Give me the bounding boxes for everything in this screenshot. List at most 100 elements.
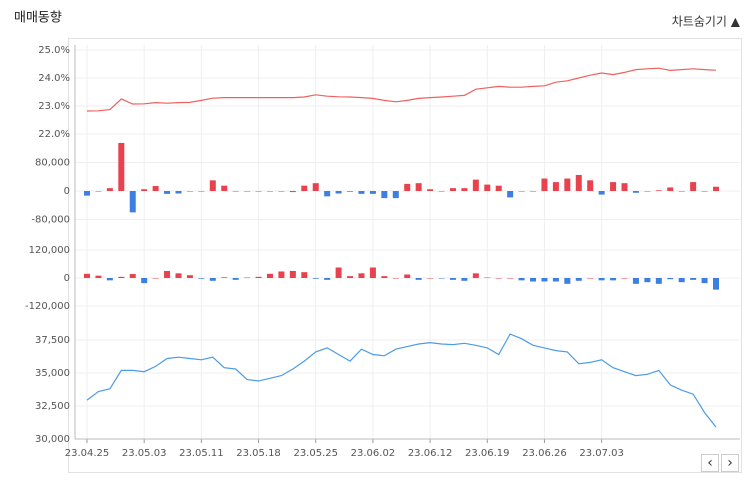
bar — [324, 191, 331, 197]
y-tick-label: 35,000 — [35, 368, 70, 379]
bar — [164, 271, 171, 278]
bar — [701, 191, 708, 192]
bar — [289, 271, 296, 278]
bar — [141, 189, 148, 192]
bar — [301, 185, 308, 192]
line — [86, 67, 717, 112]
bar — [438, 191, 445, 192]
bar — [118, 142, 125, 192]
bar — [552, 278, 559, 282]
bar — [598, 191, 605, 195]
y-tick-label: 23.0% — [38, 101, 70, 112]
bar — [129, 274, 136, 278]
bar — [312, 183, 319, 192]
bar — [369, 191, 376, 194]
bar — [381, 191, 388, 199]
prev-label[interactable]: ‹ — [707, 455, 713, 471]
bar — [632, 191, 639, 193]
bar — [575, 174, 582, 192]
bar — [84, 191, 90, 196]
bar — [289, 191, 296, 193]
bar — [244, 191, 251, 192]
bar — [667, 278, 674, 280]
bar — [507, 191, 514, 198]
bar — [404, 274, 411, 278]
bar — [678, 278, 685, 283]
bar — [392, 278, 399, 279]
toggle-chart[interactable]: 차트숨기기 ▲ — [672, 15, 741, 29]
bar — [198, 191, 205, 192]
x-tick-label: 23.06.19 — [465, 448, 510, 459]
bar — [312, 278, 319, 279]
bar — [404, 183, 411, 192]
bar — [175, 191, 182, 194]
bar — [129, 191, 136, 213]
chart-frame — [68, 38, 742, 473]
bar — [369, 267, 376, 278]
bar — [507, 278, 514, 279]
y-tick-label: 0 — [64, 186, 70, 197]
bar — [335, 267, 342, 278]
bar — [495, 185, 502, 192]
bar — [587, 278, 594, 279]
x-tick-label: 23.07.03 — [579, 448, 624, 459]
bar — [655, 278, 662, 284]
bar — [415, 278, 422, 280]
x-tick-label: 23.05.03 — [122, 448, 167, 459]
bar — [564, 178, 571, 192]
y-tick-label: 80,000 — [35, 158, 70, 169]
bar — [461, 278, 468, 281]
bar — [701, 278, 708, 284]
bar — [381, 276, 388, 278]
x-tick-label: 23.06.12 — [408, 448, 453, 459]
bar — [106, 278, 113, 281]
bar — [713, 186, 719, 192]
bar — [84, 273, 90, 278]
y-tick-label: 0 — [64, 273, 70, 284]
bar — [621, 183, 628, 192]
bar — [209, 180, 216, 192]
bar — [690, 182, 697, 192]
bar — [461, 188, 468, 192]
prev-button[interactable] — [701, 454, 719, 472]
next-label[interactable]: › — [727, 455, 733, 471]
next-button[interactable] — [721, 454, 739, 472]
bar — [209, 278, 216, 281]
bar — [472, 179, 479, 192]
bar — [415, 183, 422, 192]
bar — [255, 191, 262, 192]
bar — [324, 278, 331, 280]
bar — [644, 191, 651, 192]
bar — [564, 278, 571, 284]
bar — [221, 185, 228, 192]
bar — [530, 278, 537, 282]
bar — [621, 278, 628, 279]
bar — [484, 184, 491, 192]
bar — [632, 278, 639, 284]
bar — [518, 191, 525, 192]
bar — [198, 278, 205, 279]
y-tick-label: -120,000 — [25, 301, 70, 312]
bar — [278, 191, 285, 192]
bar — [552, 182, 559, 192]
bar — [655, 190, 662, 192]
bar — [266, 273, 273, 278]
x-tick-label: 23.05.11 — [179, 448, 224, 459]
bar — [164, 191, 171, 194]
bar — [347, 276, 354, 278]
bar — [610, 278, 617, 281]
bar — [644, 278, 651, 283]
bar — [141, 278, 148, 284]
bar — [266, 191, 273, 192]
bar — [530, 191, 537, 192]
bar — [449, 278, 456, 280]
y-tick-label: 25.0% — [38, 45, 70, 56]
bar — [152, 186, 159, 192]
bar — [221, 277, 228, 278]
bar — [392, 191, 399, 199]
bar — [244, 277, 251, 279]
page-title: 매매동향 — [14, 11, 62, 26]
bar — [358, 191, 365, 194]
bar — [610, 182, 617, 192]
